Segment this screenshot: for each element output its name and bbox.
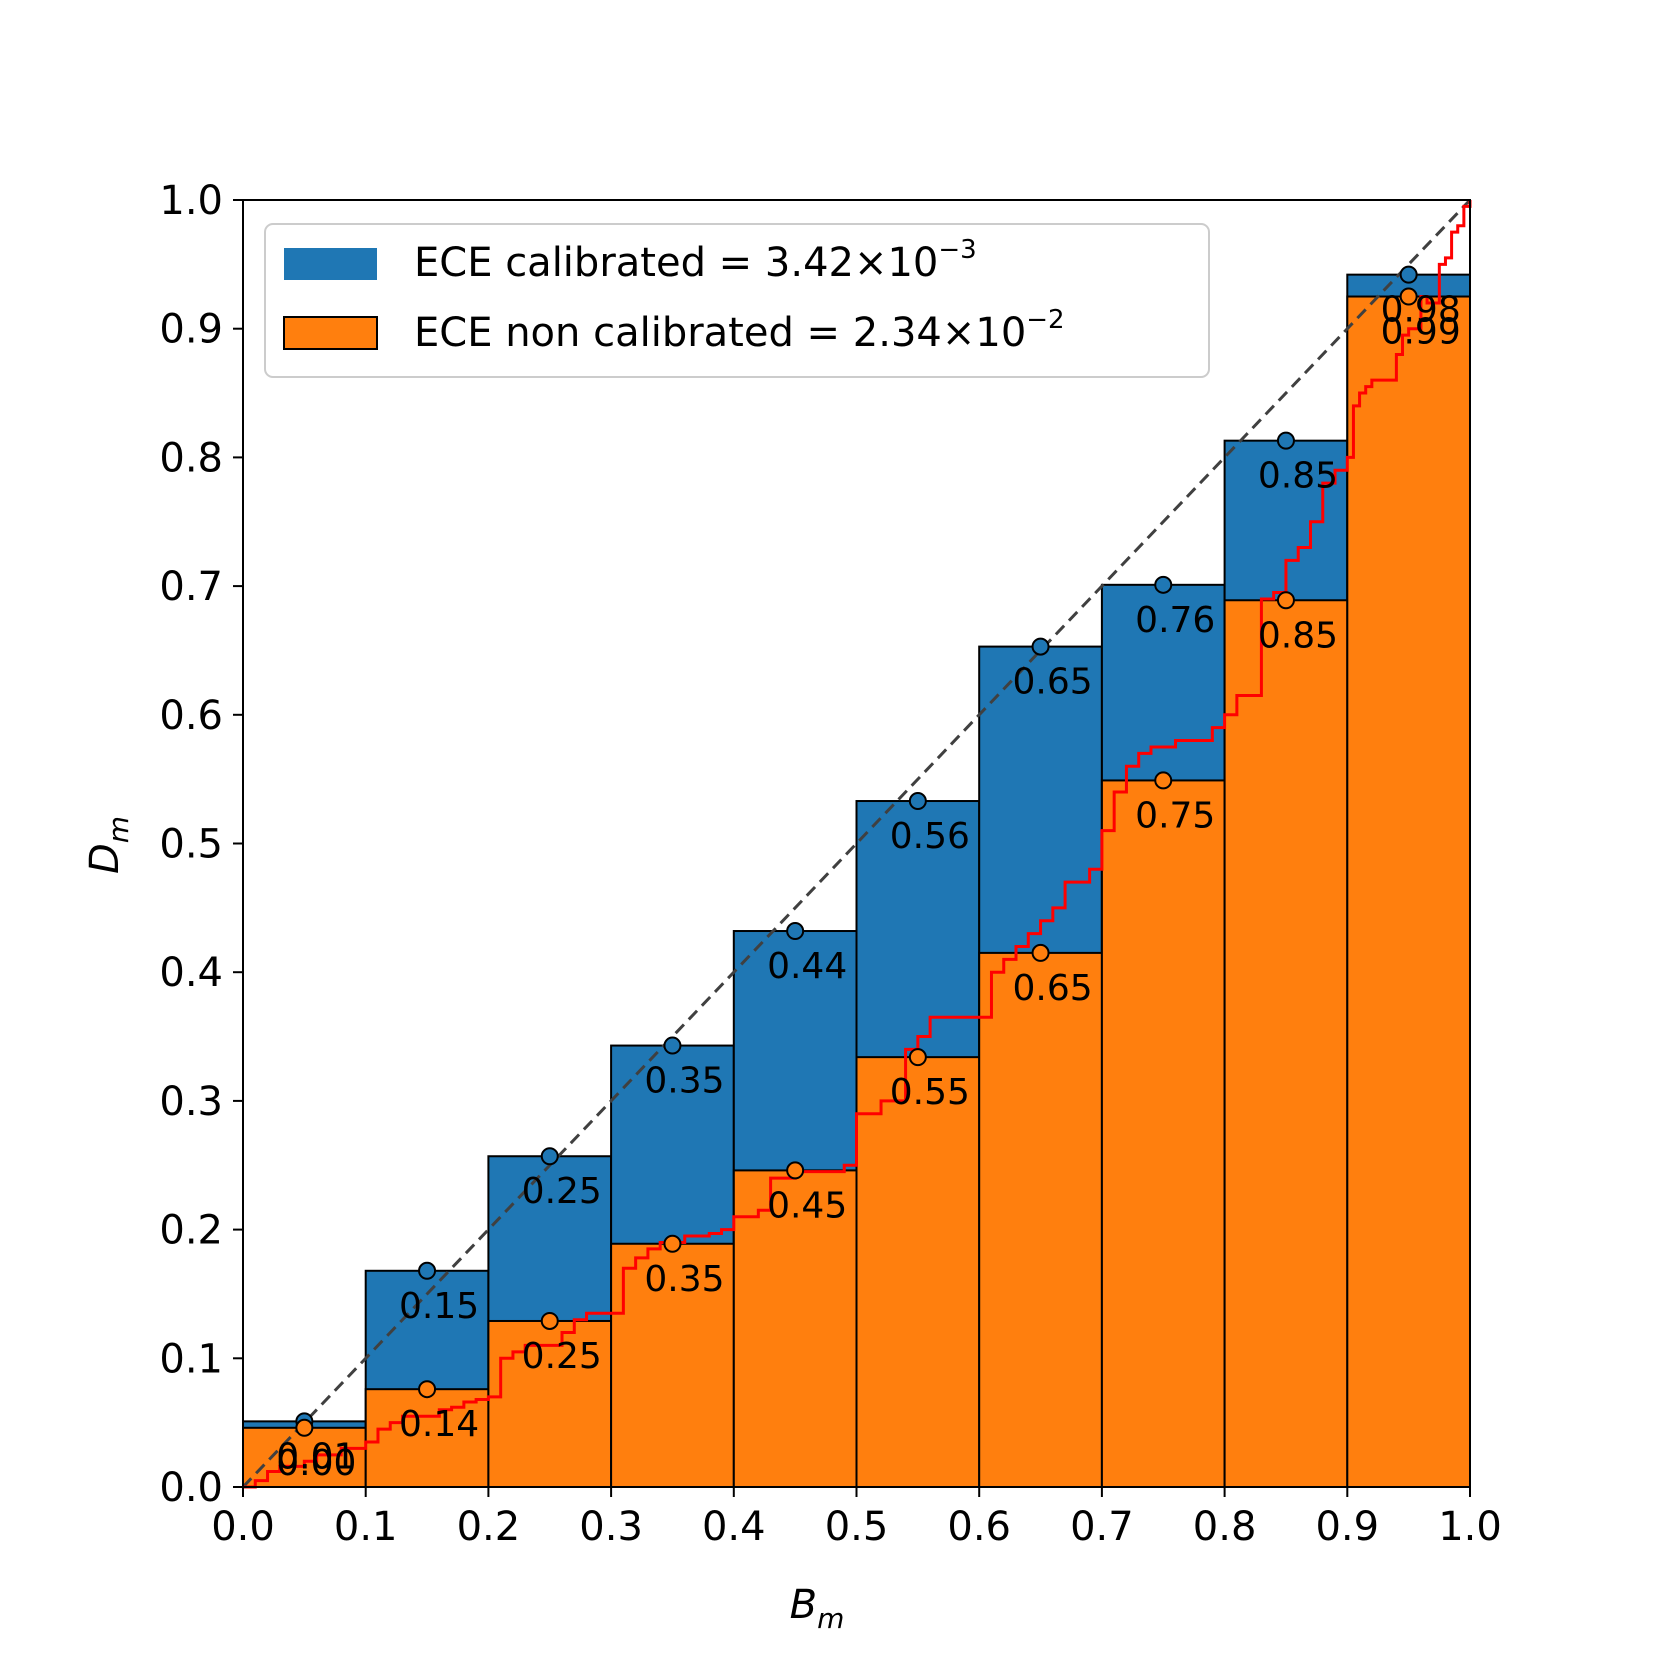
non-calibrated-value-label: 0.45	[767, 1185, 847, 1226]
x-axis-ticks: 0.0 0.1 0.2 0.3 0.4 0.5 0.6 0.7 0.8 0.9 1.0	[211, 1487, 1502, 1550]
calibrated-marker	[786, 922, 805, 941]
calibrated-marker	[418, 1261, 437, 1280]
x-tick-label: 0.8	[1193, 1504, 1257, 1550]
non-calibrated-value-label: 0.65	[1012, 968, 1092, 1009]
calibrated-marker	[1276, 431, 1295, 450]
calibrated-value-label: 0.65	[1012, 662, 1092, 703]
x-tick-label: 0.1	[334, 1504, 398, 1550]
non-calibrated-bar	[855, 1056, 981, 1488]
non-calibrated-bar	[1346, 295, 1472, 1488]
y-tick-label: 0.5	[159, 822, 223, 868]
y-axis-label: Dm	[82, 816, 135, 874]
legend-label-non-calibrated: ECE non calibrated = 2.34×10−2	[414, 305, 1065, 356]
x-tick-label: 1.0	[1438, 1504, 1502, 1550]
bar-value-labels: 0.01 0.15 0.25 0.35 0.44 0.56 0.65 0.76 0.85 0.98…	[276, 290, 1460, 1484]
non-calibrated-bar	[978, 951, 1103, 1488]
calibrated-value-label: 0.15	[399, 1286, 479, 1327]
non-calibrated-marker	[295, 1418, 314, 1437]
non-calibrated-marker	[1154, 771, 1173, 790]
non-calibrated-marker	[418, 1380, 437, 1399]
non-calibrated-marker	[663, 1234, 682, 1253]
non-calibrated-bars	[242, 295, 1472, 1489]
non-calibrated-value-label: 0.00	[276, 1443, 356, 1484]
legend-swatch-calibrated	[284, 248, 377, 280]
non-calibrated-value-label: 0.85	[1258, 615, 1338, 656]
x-tick-label: 0.4	[702, 1504, 766, 1550]
x-tick-label: 0.3	[579, 1504, 643, 1550]
x-tick-label: 0.2	[457, 1504, 521, 1550]
y-tick-label: 0.6	[159, 693, 223, 739]
calibrated-marker	[540, 1147, 559, 1166]
calibrated-value-label: 0.35	[644, 1061, 724, 1102]
y-axis-ticks: 0.0 0.1 0.2 0.3 0.4 0.5 0.6 0.7 0.8 0.9 1.0	[159, 178, 243, 1511]
calibrated-value-label: 0.76	[1135, 600, 1215, 641]
perfect-calibration-diagonal	[241, 198, 1472, 1489]
x-tick-label: 0.9	[1315, 1504, 1379, 1550]
calibrated-marker	[1031, 637, 1050, 656]
non-calibrated-value-label: 0.25	[522, 1336, 602, 1377]
non-calibrated-marker	[908, 1048, 927, 1067]
legend-swatch-non-calibrated	[283, 316, 378, 350]
non-calibrated-bar	[364, 1388, 490, 1488]
y-tick-label: 0.8	[159, 435, 223, 481]
reliability-curve	[243, 200, 1472, 1489]
non-calibrated-value-label: 0.99	[1381, 312, 1461, 353]
non-calibrated-marker	[1276, 591, 1295, 610]
non-calibrated-marker	[540, 1311, 559, 1330]
non-calibrated-bar	[1100, 779, 1226, 1488]
non-calibrated-bar	[732, 1169, 858, 1488]
calibrated-marker	[1399, 265, 1418, 284]
y-tick-label: 1.0	[159, 178, 223, 224]
calibrated-value-label: 0.44	[767, 946, 847, 987]
calibrated-marker	[663, 1036, 682, 1055]
calibrated-marker	[908, 792, 927, 811]
legend-box	[264, 223, 1210, 378]
non-calibrated-marker	[1031, 943, 1050, 962]
x-tick-label: 0.0	[211, 1504, 275, 1550]
non-calibrated-bar	[1223, 599, 1349, 1488]
non-calibrated-marker	[1399, 287, 1418, 306]
y-tick-label: 0.1	[159, 1336, 223, 1382]
non-calibrated-bar	[610, 1242, 735, 1488]
calibrated-marker	[1154, 575, 1173, 594]
legend-label-calibrated: ECE calibrated = 3.42×10−3	[414, 235, 977, 286]
non-calibrated-marker	[786, 1161, 805, 1180]
y-tick-label: 0.7	[159, 564, 223, 610]
legend: ECE calibrated = 3.42×10−3 ECE non calib…	[264, 223, 1210, 378]
y-tick-label: 0.4	[159, 950, 223, 996]
calibrated-value-label: 0.56	[890, 816, 970, 857]
y-tick-label: 0.3	[159, 1079, 223, 1125]
non-calibrated-value-label: 0.75	[1135, 795, 1215, 836]
calibrated-value-label: 0.25	[522, 1171, 602, 1212]
x-axis-label: Bm	[790, 1582, 845, 1635]
bar-markers	[295, 265, 1418, 1437]
non-calibrated-bar	[487, 1319, 613, 1489]
calibrated-value-label: 0.85	[1258, 456, 1338, 497]
x-tick-label: 0.5	[825, 1504, 889, 1550]
non-calibrated-value-label: 0.14	[399, 1404, 479, 1445]
non-calibrated-value-label: 0.35	[644, 1259, 724, 1300]
x-tick-label: 0.6	[947, 1504, 1011, 1550]
y-tick-label: 0.9	[159, 307, 223, 353]
calibrated-value-label: 0.98	[1381, 290, 1461, 331]
y-tick-label: 0.2	[159, 1208, 223, 1254]
y-tick-label: 0.0	[159, 1465, 223, 1511]
calibrated-value-label: 0.01	[276, 1436, 356, 1477]
non-calibrated-value-label: 0.55	[890, 1072, 970, 1113]
x-tick-label: 0.7	[1070, 1504, 1134, 1550]
